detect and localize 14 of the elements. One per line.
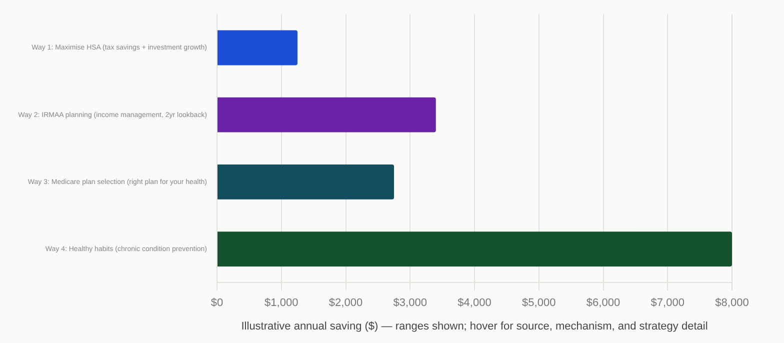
x-tick-label: $1,000 (264, 297, 298, 310)
bar (218, 232, 732, 266)
x-tick-label: $6,000 (586, 297, 620, 310)
x-tick-label: $5,000 (522, 297, 556, 310)
bar (218, 30, 298, 66)
x-axis-title: Illustrative annual saving ($) — ranges shown; hover for source, mechanism, and strategy detail (241, 320, 708, 332)
x-tick-label: $8,000 (715, 297, 749, 310)
bar (218, 97, 436, 132)
x-tick-label: $0 (210, 297, 224, 310)
x-tick-label: $3,000 (393, 297, 427, 310)
x-tick-label: $7,000 (650, 297, 684, 310)
x-tick-label: $2,000 (328, 297, 363, 310)
x-tick-label: $4,000 (458, 297, 492, 310)
bar (218, 164, 394, 200)
